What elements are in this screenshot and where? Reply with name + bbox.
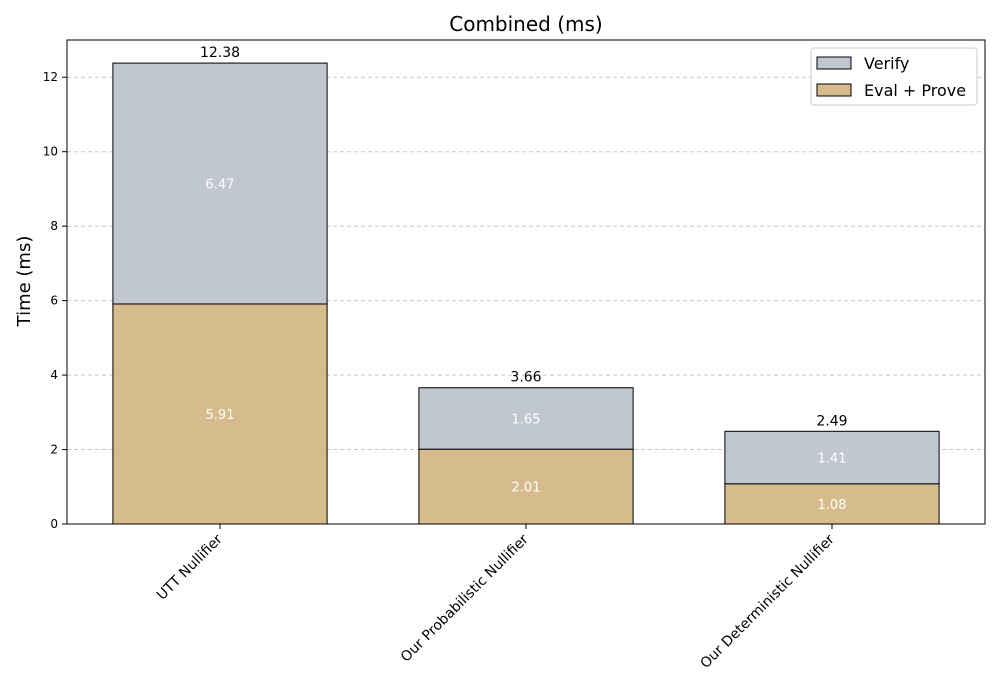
y-tick-label: 4 xyxy=(50,368,58,382)
legend: Verify Eval + Prove xyxy=(810,47,978,106)
y-tick-label: 8 xyxy=(50,219,58,233)
bar-segment xyxy=(724,430,940,485)
y-tick-label: 12 xyxy=(43,70,58,84)
x-tick-label: UTT Nullifier xyxy=(154,531,226,603)
segment-value-label: 2.01 xyxy=(512,481,541,496)
legend-swatch xyxy=(816,56,852,70)
bar-segment xyxy=(112,303,328,525)
legend-box xyxy=(810,47,978,106)
x-tick-label: Our Probabilistic Nullifier xyxy=(398,531,532,665)
legend-label: Eval + Prove xyxy=(864,81,966,100)
y-tick-label: 0 xyxy=(50,517,58,531)
segment-value-label: 1.65 xyxy=(512,412,541,427)
segment-value-label: 6.47 xyxy=(206,178,235,193)
y-tick-label: 6 xyxy=(50,294,58,308)
y-tick-label: 10 xyxy=(43,145,58,159)
y-axis-label: Time (ms) xyxy=(14,236,35,328)
total-value-label: 2.49 xyxy=(816,413,847,429)
y-tick-label: 2 xyxy=(50,443,58,457)
x-tick-label: Our Deterministic Nullifier xyxy=(698,531,838,671)
legend-swatch xyxy=(816,83,852,97)
segment-value-label: 5.91 xyxy=(206,408,235,423)
bars xyxy=(112,62,940,525)
total-value-label: 12.38 xyxy=(200,45,240,61)
bar-segment xyxy=(112,62,328,305)
bar-segment xyxy=(418,387,634,450)
legend-label: Verify xyxy=(864,54,909,73)
segment-value-label: 1.08 xyxy=(818,498,847,513)
segment-value-label: 1.41 xyxy=(818,452,847,467)
chart-title: Combined (ms) xyxy=(449,12,602,36)
total-value-label: 3.66 xyxy=(510,370,541,386)
data-labels: 5.91 6.47 12.38 2.01 1.65 3.66 1.08 1.41 2.49 xyxy=(200,45,848,513)
